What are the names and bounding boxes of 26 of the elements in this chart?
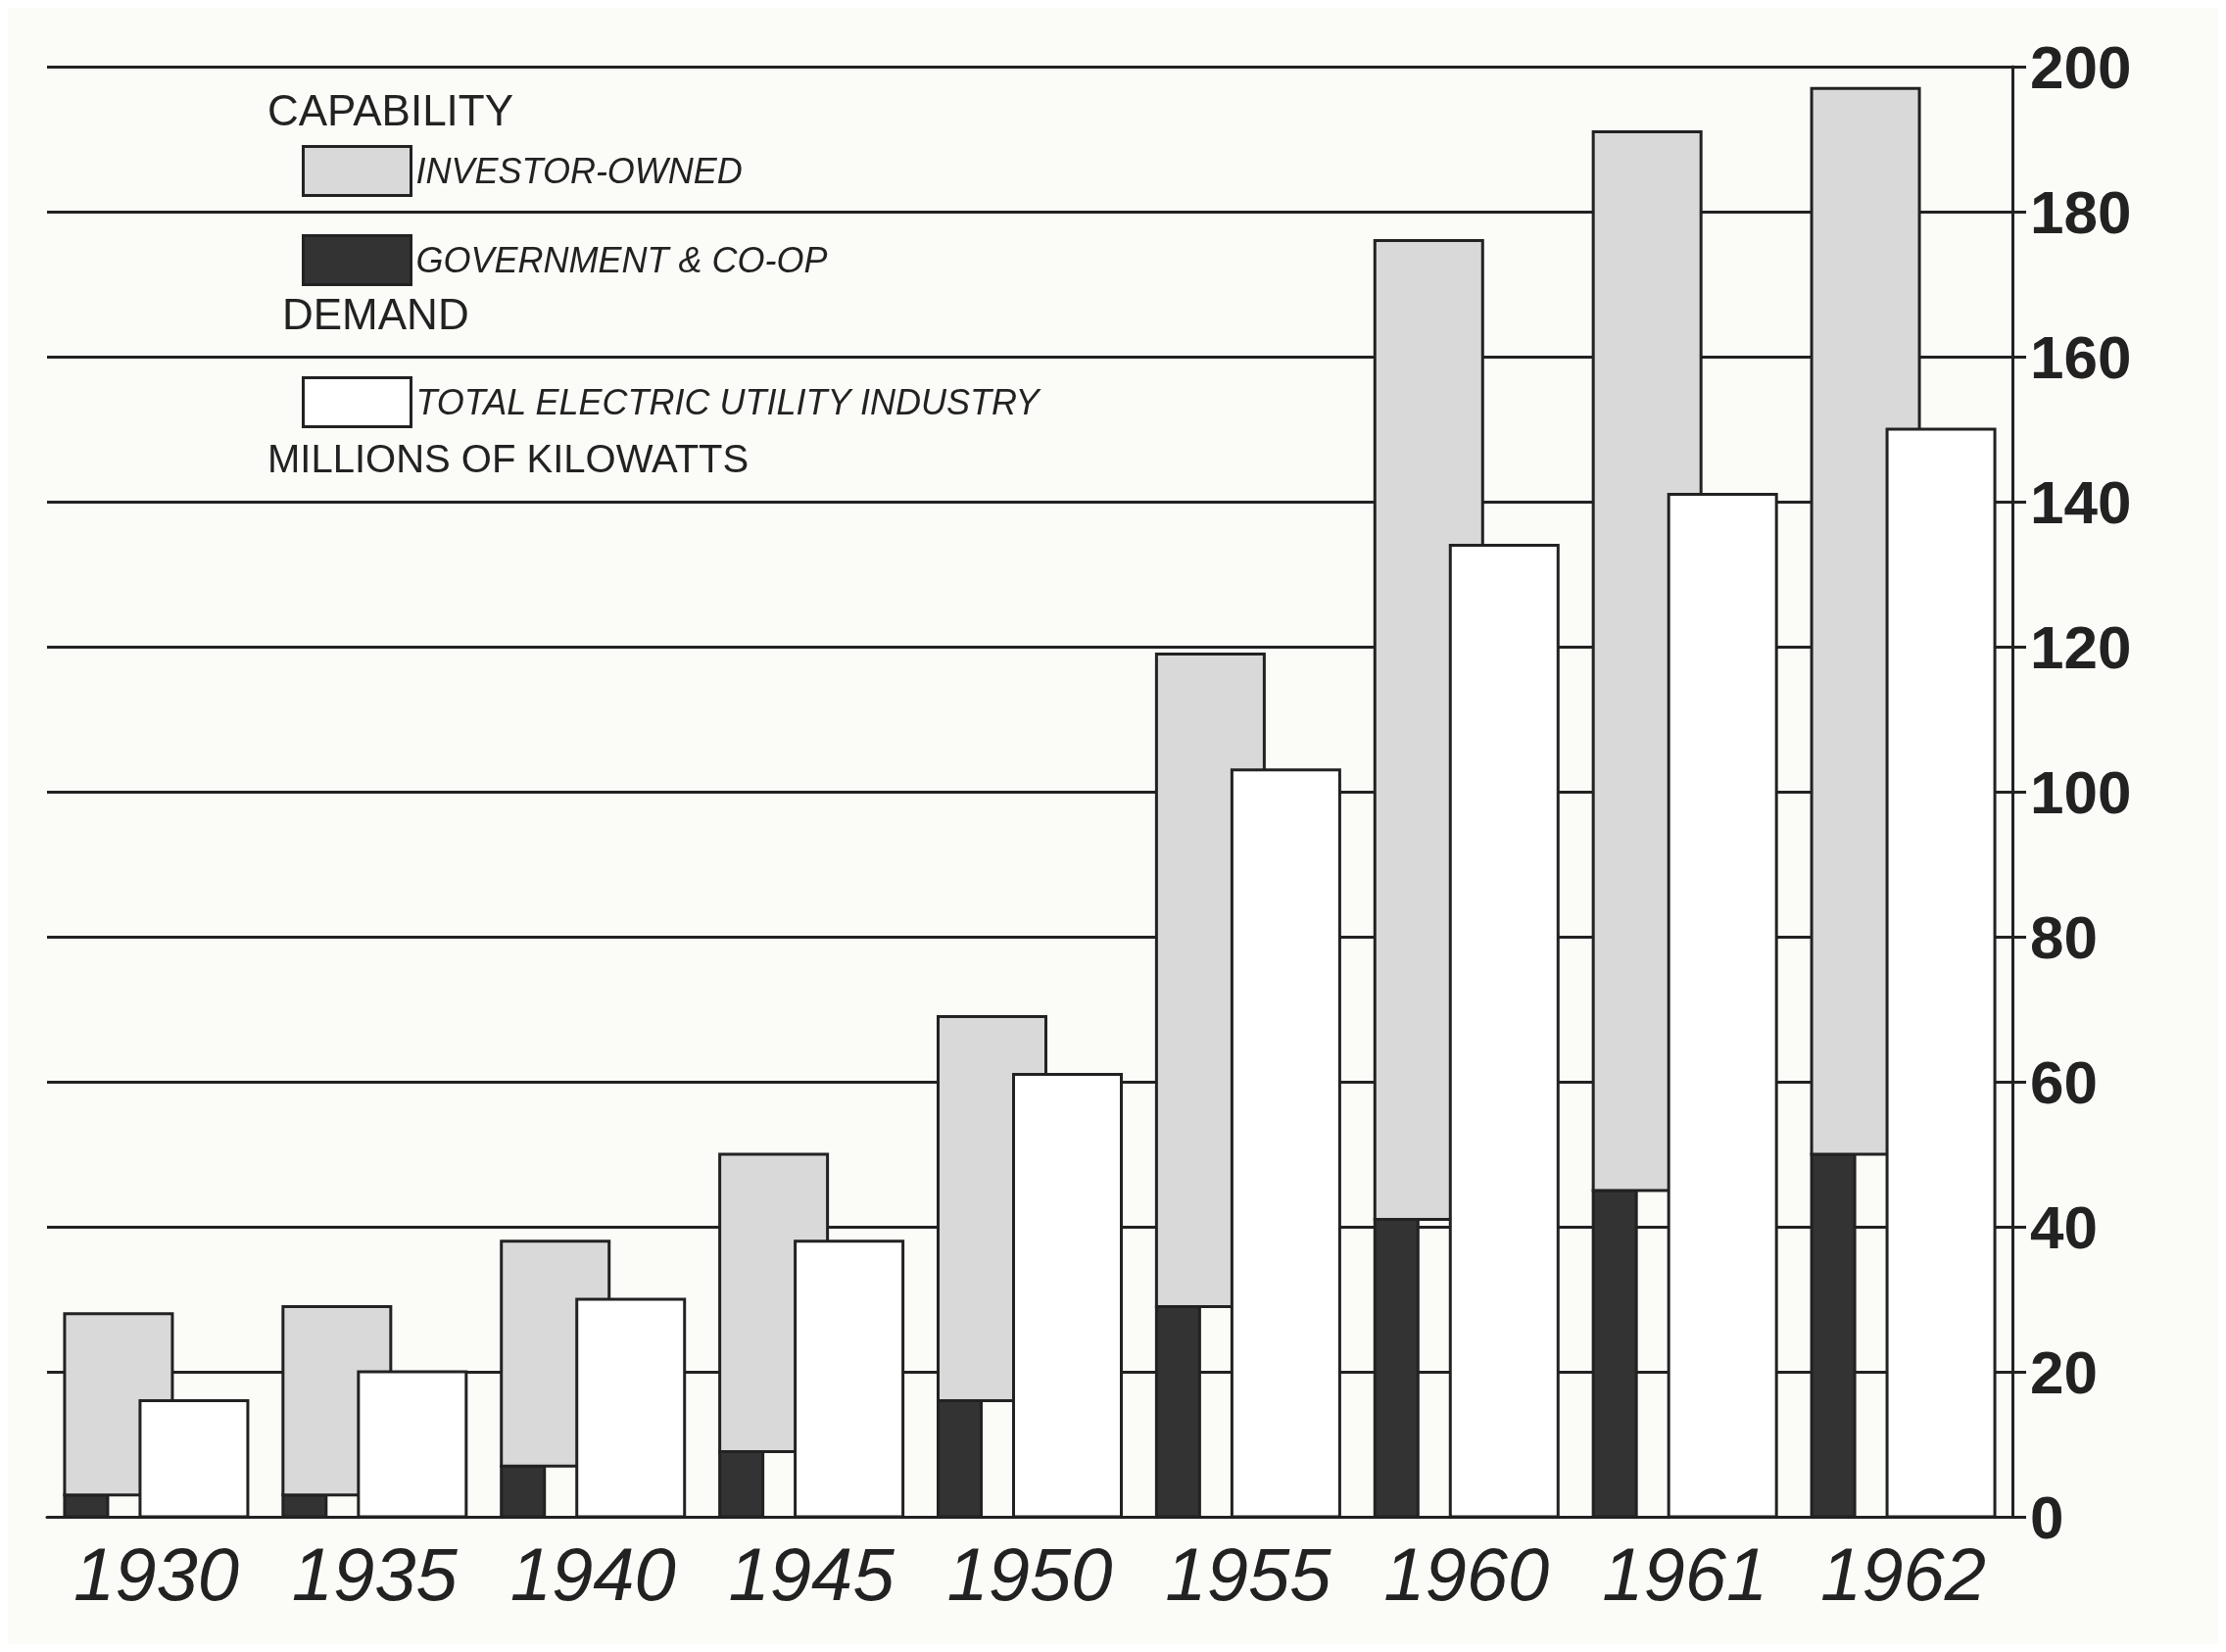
x-tick-label: 1950 bbox=[946, 1531, 1113, 1616]
legend-label: GOVERNMENT & CO-OP bbox=[415, 240, 828, 280]
y-tick-label: 200 bbox=[2030, 32, 2132, 101]
legend-label: TOTAL ELECTRIC UTILITY INDUSTRY bbox=[415, 382, 1042, 422]
y-tick-label: 80 bbox=[2030, 902, 2098, 971]
legend-label: INVESTOR-OWNED bbox=[415, 151, 743, 191]
y-tick-label: 0 bbox=[2030, 1482, 2064, 1551]
y-tick-label: 140 bbox=[2030, 467, 2132, 536]
y-tick-label: 20 bbox=[2030, 1337, 2098, 1406]
y-tick-label: 180 bbox=[2030, 177, 2132, 246]
x-tick-label: 1962 bbox=[1820, 1531, 1987, 1616]
annotation: DEMAND bbox=[282, 289, 469, 338]
x-tick-label: 1961 bbox=[1602, 1531, 1768, 1616]
y-tick-label: 100 bbox=[2030, 757, 2132, 826]
x-tick-label: 1940 bbox=[509, 1531, 676, 1616]
legend-title: CAPABILITY bbox=[267, 85, 514, 134]
x-tick-label: 1955 bbox=[1165, 1531, 1332, 1616]
y-axis-title: MILLIONS OF KILOWATTS bbox=[267, 437, 750, 480]
y-tick-label: 120 bbox=[2030, 612, 2132, 681]
x-tick-label: 1960 bbox=[1383, 1531, 1550, 1616]
y-tick-label: 160 bbox=[2030, 322, 2132, 391]
x-tick-label: 1935 bbox=[291, 1531, 459, 1616]
y-tick-label: 60 bbox=[2030, 1047, 2098, 1116]
x-tick-label: 1930 bbox=[73, 1531, 239, 1616]
y-tick-label: 40 bbox=[2030, 1192, 2098, 1261]
x-tick-label: 1945 bbox=[728, 1531, 895, 1616]
